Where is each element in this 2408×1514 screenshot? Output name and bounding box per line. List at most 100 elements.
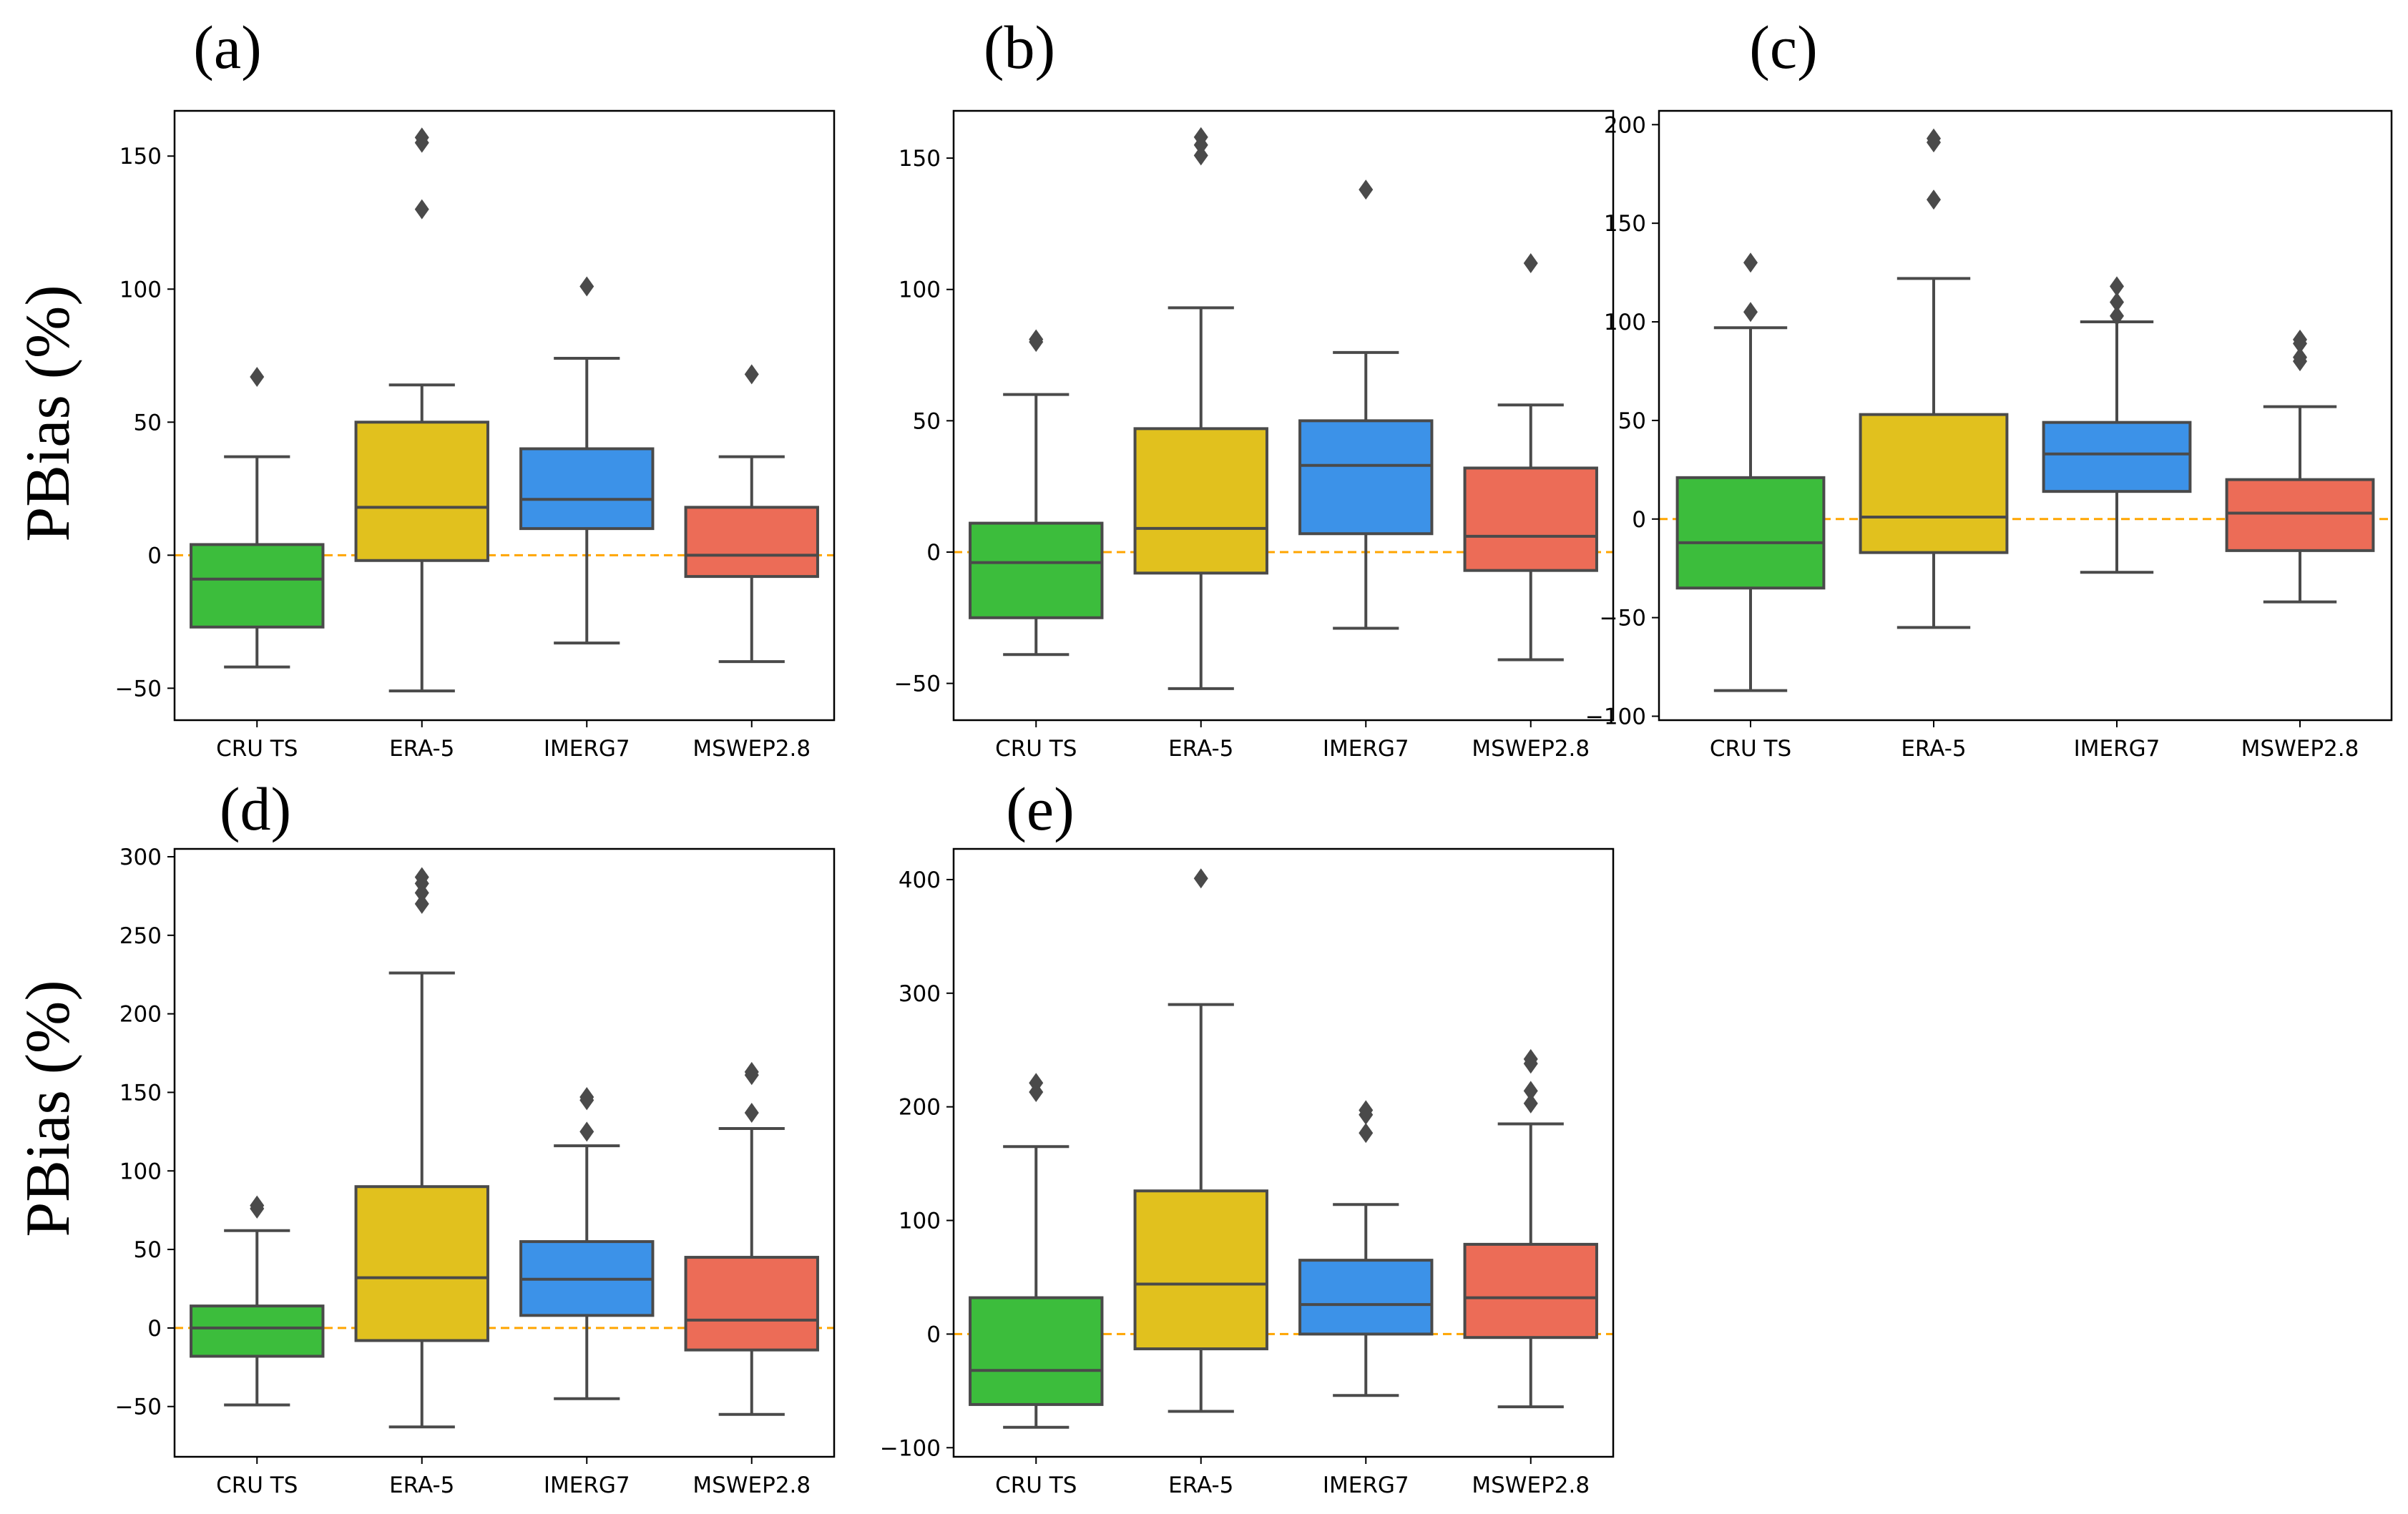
x-tick-label: IMERG7	[1323, 1473, 1409, 1498]
box-imerg7	[519, 1087, 655, 1400]
y-tick-label: 300	[899, 981, 941, 1007]
panel-letter: (d)	[220, 775, 291, 843]
panel-5: (e) −100 0 100 200 300 400 CRU TS ERA-5 IMERG7 MSW…	[880, 775, 1615, 1498]
box-iqr	[1298, 419, 1434, 536]
y-tick-label: 150	[1604, 211, 1646, 237]
y-tick-label: 150	[119, 144, 162, 169]
axes-frame	[952, 109, 1615, 722]
x-tick-label: MSWEP2.8	[692, 1473, 811, 1498]
box-iqr	[2225, 478, 2375, 552]
box-mswep2-8	[2225, 329, 2375, 604]
y-tick-label: 200	[899, 1095, 941, 1121]
x-tick-label: CRU TS	[995, 736, 1077, 762]
box-cru-ts	[969, 1073, 1104, 1429]
y-tick-label: 100	[1604, 310, 1646, 335]
box-era-5	[1133, 127, 1268, 690]
x-tick-label: CRU TS	[1710, 736, 1791, 762]
axes-frame	[1658, 109, 2393, 722]
box-iqr	[1859, 413, 2009, 554]
box-cru-ts	[1675, 252, 1826, 692]
axes-frame	[173, 109, 836, 722]
outlier-point	[1193, 145, 1208, 166]
x-tick-label: CRU TS	[216, 736, 298, 762]
outlier-point	[2110, 305, 2124, 326]
y-tick-label: 300	[119, 845, 162, 870]
box-imerg7	[1298, 180, 1434, 630]
y-tick-label: 150	[119, 1080, 162, 1106]
outlier-point	[1927, 128, 1941, 149]
y-tick-label: 100	[899, 277, 941, 303]
axes-frame	[952, 847, 1615, 1458]
x-tick-label: CRU TS	[216, 1473, 298, 1498]
x-tick-label: IMERG7	[1323, 736, 1409, 762]
box-iqr	[684, 506, 819, 579]
outlier-point	[1193, 868, 1208, 889]
outlier-point	[1523, 1048, 1538, 1069]
box-iqr	[354, 1185, 489, 1342]
box-imerg7	[1298, 1100, 1434, 1397]
box-cru-ts	[969, 329, 1104, 657]
outlier-point	[744, 1102, 759, 1123]
box-cru-ts	[190, 1195, 325, 1407]
box-era-5	[354, 127, 489, 693]
y-tick-label: 50	[1618, 408, 1646, 434]
ylabel-bottom: PBias (%)	[14, 980, 83, 1237]
y-tick-label: 0	[147, 543, 162, 569]
outlier-point	[1523, 1093, 1538, 1114]
box-mswep2-8	[1463, 1048, 1598, 1409]
outlier-point	[2293, 329, 2307, 350]
x-tick-label: MSWEP2.8	[2241, 736, 2359, 762]
box-mswep2-8	[684, 1061, 819, 1416]
x-tick-label: ERA-5	[389, 1473, 454, 1498]
box-iqr	[2042, 421, 2192, 493]
box-iqr	[190, 1304, 325, 1358]
panel-2: (b) −50 0 50 100 150 CRU TS ERA-5 IMERG7 MSWEP2.8	[894, 13, 1615, 762]
outlier-point	[414, 127, 429, 148]
box-imerg7	[519, 276, 655, 645]
panel-letter: (a)	[193, 13, 261, 82]
outlier-point	[744, 1061, 759, 1082]
outlier-point	[1523, 1081, 1538, 1101]
box-era-5	[1859, 128, 2009, 629]
outlier-point	[2110, 292, 2124, 313]
panel-letter: (b)	[984, 13, 1055, 82]
outlier-point	[414, 199, 429, 220]
y-tick-label: 100	[119, 1159, 162, 1184]
y-tick-label: 200	[1604, 112, 1646, 138]
y-tick-label: 100	[899, 1209, 941, 1234]
outlier-point	[1523, 253, 1538, 273]
y-tick-label: 150	[899, 146, 941, 172]
panel-4: (d) −50 0 50 100 150 200 250 300 CRU TS ERA-5 IMERG…	[115, 775, 836, 1498]
y-tick-label: 50	[134, 1237, 162, 1263]
box-cru-ts	[190, 367, 325, 669]
panels-group: (a) −50 0 50 100 150 CRU TS ERA-5 IMERG7 MSWEP2.8…	[115, 13, 2393, 1498]
y-tick-label: 100	[119, 277, 162, 303]
x-tick-label: MSWEP2.8	[1472, 736, 1590, 762]
box-iqr	[969, 1296, 1104, 1406]
outlier-point	[2293, 347, 2307, 368]
outlier-point	[1359, 1123, 1374, 1144]
box-iqr	[1675, 476, 1826, 590]
box-iqr	[1463, 1242, 1598, 1340]
y-tick-label: −50	[1600, 606, 1646, 631]
outlier-point	[1359, 180, 1374, 200]
box-era-5	[1133, 868, 1268, 1413]
outlier-point	[1743, 252, 1758, 273]
y-tick-label: 0	[926, 1322, 941, 1347]
y-tick-label: 250	[119, 923, 162, 949]
panel-letter: (c)	[1749, 13, 1817, 82]
x-tick-label: ERA-5	[389, 736, 454, 762]
box-iqr	[190, 543, 325, 629]
box-iqr	[1133, 427, 1268, 575]
y-tick-label: −50	[115, 676, 162, 702]
y-tick-label: −100	[880, 1435, 941, 1461]
x-tick-label: MSWEP2.8	[1472, 1473, 1590, 1498]
outlier-point	[1359, 1100, 1374, 1121]
outlier-point	[1029, 1073, 1044, 1093]
y-tick-label: −50	[115, 1395, 162, 1420]
box-iqr	[1298, 1259, 1434, 1336]
outlier-point	[250, 367, 265, 388]
x-tick-label: IMERG7	[544, 736, 630, 762]
outlier-point	[1743, 302, 1758, 323]
